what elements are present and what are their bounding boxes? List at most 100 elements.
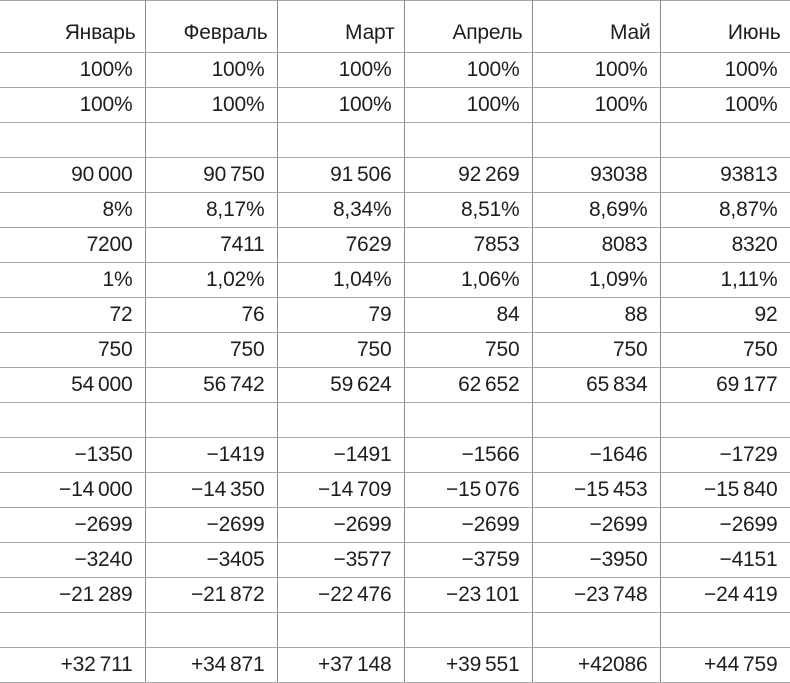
table-row: 100% 100% 100% 100% 100% 100% (0, 87, 790, 123)
table-cell: 7629 (276, 227, 405, 263)
table-row: 100% 100% 100% 100% 100% 100% (0, 52, 790, 88)
table-cell: 750 (144, 332, 278, 368)
table-cell: 100% (144, 87, 278, 123)
table-cell: −22 476 (276, 577, 405, 613)
table-cell: 93038 (531, 157, 661, 193)
table-cell: 100% (144, 52, 278, 88)
column-header: Январь (0, 0, 146, 53)
table-cell: +44 759 (659, 647, 790, 683)
table-row: 750 750 750 750 750 750 (0, 332, 790, 368)
table-cell: +32 711 (0, 647, 146, 683)
empty-row (0, 612, 790, 648)
table-cell: −1566 (403, 437, 533, 473)
table-row: 8% 8,17% 8,34% 8,51% 8,69% 8,87% (0, 192, 790, 228)
table-cell (659, 612, 790, 648)
table-cell: +37 148 (276, 647, 405, 683)
table-cell: 88 (531, 297, 661, 333)
table-cell: 90 750 (144, 157, 278, 193)
empty-row (0, 122, 790, 158)
table-cell: 8% (0, 192, 146, 228)
table-cell: −2699 (0, 507, 146, 543)
table-cell (144, 612, 278, 648)
table-cell: −2699 (531, 507, 661, 543)
table-cell: 100% (0, 87, 146, 123)
column-header: Март (276, 0, 405, 53)
table-cell: −15 840 (659, 472, 790, 508)
table-cell: 8,17% (144, 192, 278, 228)
table-row: −1350 −1419 −1491 −1566 −1646 −1729 (0, 437, 790, 473)
table-cell: −2699 (144, 507, 278, 543)
table-cell: 750 (531, 332, 661, 368)
table-cell (276, 612, 405, 648)
table-cell: −21 872 (144, 577, 278, 613)
table-cell: 750 (403, 332, 533, 368)
table-cell (276, 402, 405, 438)
table-cell: 7853 (403, 227, 533, 263)
table-cell: −21 289 (0, 577, 146, 613)
empty-row (0, 402, 790, 438)
table-cell: 7200 (0, 227, 146, 263)
column-header: Июнь (659, 0, 790, 53)
table-row: 90 000 90 750 91 506 92 269 93038 93813 (0, 157, 790, 193)
table-row: −14 000 −14 350 −14 709 −15 076 −15 453 −15 8… (0, 472, 790, 508)
table-cell: −1491 (276, 437, 405, 473)
table-cell: 100% (531, 52, 661, 88)
table-cell: −1350 (0, 437, 146, 473)
table-row: −2699 −2699 −2699 −2699 −2699 −2699 (0, 507, 790, 543)
table-cell: 69 177 (659, 367, 790, 403)
table-cell (403, 122, 533, 158)
table-cell: 8,87% (659, 192, 790, 228)
table-cell: 100% (659, 87, 790, 123)
table-cell: −14 000 (0, 472, 146, 508)
table-cell: −24 419 (659, 577, 790, 613)
table-cell: 59 624 (276, 367, 405, 403)
table-cell: 92 (659, 297, 790, 333)
table-cell: 91 506 (276, 157, 405, 193)
column-header: Февраль (144, 0, 278, 53)
table-cell (531, 402, 661, 438)
table-cell: 100% (531, 87, 661, 123)
table-cell: −2699 (659, 507, 790, 543)
table-cell: 65 834 (531, 367, 661, 403)
table-cell: 62 652 (403, 367, 533, 403)
table-cell: 750 (659, 332, 790, 368)
table-cell: −3950 (531, 542, 661, 578)
table-cell: −2699 (276, 507, 405, 543)
table-cell: 100% (0, 52, 146, 88)
table-cell: −3405 (144, 542, 278, 578)
table-cell: 100% (276, 52, 405, 88)
table-row: 72 76 79 84 88 92 (0, 297, 790, 333)
table-cell: −3240 (0, 542, 146, 578)
table-cell (0, 122, 146, 158)
table-cell: 8,51% (403, 192, 533, 228)
table-cell: −1646 (531, 437, 661, 473)
table-cell: 54 000 (0, 367, 146, 403)
table-body: 100% 100% 100% 100% 100% 100% 100% 100% 100% 100%… (0, 52, 790, 683)
table-cell: 56 742 (144, 367, 278, 403)
table-cell: −3577 (276, 542, 405, 578)
table-cell: 8,34% (276, 192, 405, 228)
table-row: 54 000 56 742 59 624 62 652 65 834 69 177 (0, 367, 790, 403)
table-cell: −1419 (144, 437, 278, 473)
table-row: −3240 −3405 −3577 −3759 −3950 −4151 (0, 542, 790, 578)
table-cell: 93813 (659, 157, 790, 193)
table-cell: −1729 (659, 437, 790, 473)
column-header: Май (531, 0, 661, 53)
table-cell: 8,69% (531, 192, 661, 228)
table-cell: 1,06% (403, 262, 533, 298)
table-cell: −15 453 (531, 472, 661, 508)
table-cell: 100% (276, 87, 405, 123)
table-cell: 750 (0, 332, 146, 368)
table-cell: 1,11% (659, 262, 790, 298)
table-cell: −14 709 (276, 472, 405, 508)
table-cell: +42086 (531, 647, 661, 683)
table-cell (144, 402, 278, 438)
table-cell: −2699 (403, 507, 533, 543)
table-cell: 8083 (531, 227, 661, 263)
table-cell: −3759 (403, 542, 533, 578)
table-cell: 1,09% (531, 262, 661, 298)
table-cell: 92 269 (403, 157, 533, 193)
table-cell: −4151 (659, 542, 790, 578)
table-cell: 79 (276, 297, 405, 333)
